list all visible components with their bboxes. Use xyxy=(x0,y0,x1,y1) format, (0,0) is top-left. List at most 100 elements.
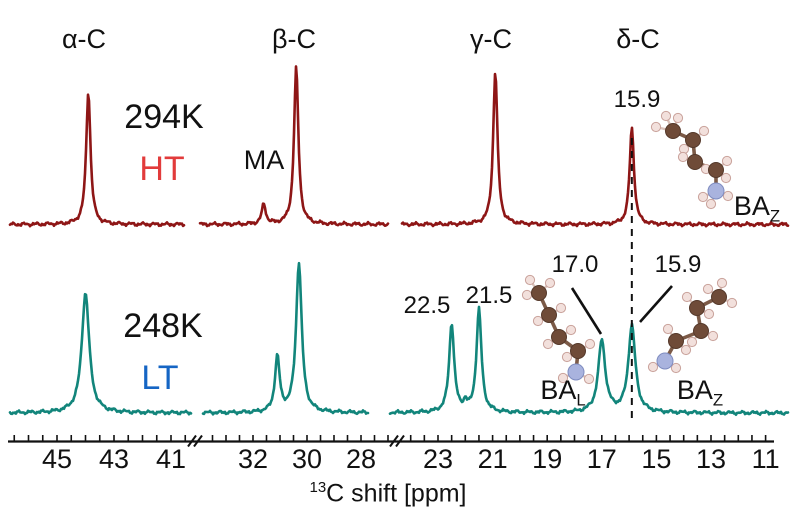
carbon-atom xyxy=(570,343,586,359)
peak-label-lt-15-9: 15.9 xyxy=(654,251,702,278)
axis-tick-label: 41 xyxy=(156,444,186,474)
carbon-atom xyxy=(711,289,727,305)
axis-tick-label: 13 xyxy=(696,444,726,474)
axis-break-mark xyxy=(187,434,197,448)
axis-break-mark xyxy=(395,434,405,448)
hydrogen-atom xyxy=(680,344,692,356)
molecule-baz-lt xyxy=(647,277,738,374)
axis-tick-label: 28 xyxy=(346,444,376,474)
axis-tick-label: 32 xyxy=(238,444,268,474)
spectrum-trace-lt xyxy=(201,261,370,416)
x-axis-title-text: C shift [ppm] xyxy=(326,479,467,508)
phase-label-ht: HT xyxy=(139,150,185,188)
ba-base: BA xyxy=(540,375,577,405)
pointer-line-15-9 xyxy=(639,285,673,323)
axis-tick-label: 19 xyxy=(532,444,562,474)
carbon-atom xyxy=(541,307,557,323)
hydrogen-atom xyxy=(707,330,719,342)
x-axis-title-superscript: 13 xyxy=(309,479,327,496)
hydrogen-atom xyxy=(557,372,569,384)
axis-tick-label: 15 xyxy=(641,444,671,474)
phase-label-lt: LT xyxy=(141,359,179,397)
region-label-delta-c: δ-C xyxy=(616,24,660,54)
molecule-label-baz-lt: BAZ xyxy=(677,377,723,409)
spectrum-trace-ht xyxy=(400,72,790,228)
carbon-atom xyxy=(551,329,567,345)
hydrogen-atom xyxy=(565,324,577,336)
ba-sub-z: Z xyxy=(769,206,781,226)
nitrogen-atom xyxy=(656,352,674,370)
molecule-bal-lt xyxy=(521,274,596,385)
axis-tick-label: 23 xyxy=(423,444,453,474)
hydrogen-atom xyxy=(532,315,544,327)
peak-label-lt-17-0: 17.0 xyxy=(551,251,599,278)
axis-tick-label: 30 xyxy=(292,444,322,474)
hydrogen-atom xyxy=(561,351,573,363)
molecule-label-baz-ht: BAZ xyxy=(734,193,780,225)
nitrogen-atom xyxy=(567,363,585,381)
ba-base: BA xyxy=(676,375,713,405)
hydrogen-atom xyxy=(650,121,662,133)
hydrogen-atom xyxy=(703,308,715,320)
carbon-atom xyxy=(708,162,724,178)
hydrogen-atom xyxy=(672,112,684,124)
ba-sub-z: Z xyxy=(712,390,724,410)
hydrogen-atom xyxy=(647,361,659,373)
hydrogen-atom xyxy=(544,277,556,289)
carbon-atom xyxy=(685,132,701,148)
carbon-atom xyxy=(668,333,684,349)
axis-tick-label: 17 xyxy=(587,444,617,474)
peak-label-lt-21-5: 21.5 xyxy=(465,282,513,309)
x-axis-title: 13C shift [ppm] xyxy=(309,480,466,506)
hydrogen-atom xyxy=(555,302,567,314)
hydrogen-atom xyxy=(660,110,672,122)
hydrogen-atom xyxy=(722,190,734,202)
spectrum-trace-lt xyxy=(388,305,790,416)
molecule-label-bal-lt: BAL xyxy=(540,377,585,409)
hydrogen-atom xyxy=(662,323,674,335)
peak-label-ht-15-9: 15.9 xyxy=(613,86,661,113)
hydrogen-atom xyxy=(726,297,738,309)
axis-break-mark xyxy=(389,434,399,448)
molecule-baz-ht xyxy=(650,110,734,210)
temperature-label-248k: 248K xyxy=(123,307,203,345)
ba-base: BA xyxy=(733,191,770,221)
hydrogen-atom xyxy=(697,191,709,203)
hydrogen-atom xyxy=(583,373,595,385)
axis-tick-label: 21 xyxy=(478,444,508,474)
carbon-atom xyxy=(531,285,547,301)
hydrogen-atom xyxy=(542,338,554,350)
hydrogen-atom xyxy=(716,277,728,289)
carbon-atom xyxy=(687,154,703,170)
peak-label-lt-22-5: 22.5 xyxy=(403,292,451,319)
temperature-label-294k: 294K xyxy=(124,98,204,136)
spectrum-trace-lt xyxy=(8,292,193,416)
region-label-gamma-c: γ-C xyxy=(470,24,512,54)
pointer-line-17-0 xyxy=(570,287,603,335)
axis-tick-label: 11 xyxy=(752,444,780,474)
hydrogen-atom xyxy=(677,151,689,163)
axis-tick-label: 43 xyxy=(99,444,129,474)
region-label-beta-c: β-C xyxy=(271,24,317,54)
hydrogen-atom xyxy=(721,155,733,167)
peak-label-ma: MA xyxy=(243,145,285,175)
hydrogen-atom xyxy=(521,289,533,301)
axis-break-mark xyxy=(193,434,203,448)
hydrogen-atom xyxy=(681,291,693,303)
region-label-alpha-c: α-C xyxy=(61,24,107,54)
hydrogen-atom xyxy=(686,336,698,348)
spectrum-trace-ht xyxy=(198,65,390,228)
carbon-atom xyxy=(689,300,705,316)
hydrogen-atom xyxy=(670,362,682,374)
hydrogen-atom xyxy=(524,274,536,286)
hydrogen-atom xyxy=(698,125,710,137)
hydrogen-atom xyxy=(584,338,596,350)
hydrogen-atom xyxy=(705,198,717,210)
nitrogen-atom xyxy=(707,182,725,200)
axis-tick-label: 45 xyxy=(42,444,72,474)
ba-sub-l: L xyxy=(576,390,586,410)
spectrum-trace-ht xyxy=(8,93,186,228)
hydrogen-atom xyxy=(720,172,732,184)
